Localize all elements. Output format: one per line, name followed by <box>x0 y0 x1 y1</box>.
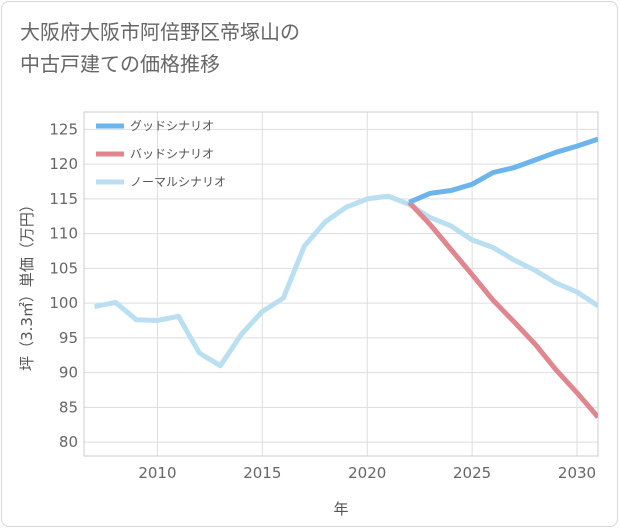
horizontal-grid <box>84 128 598 443</box>
legend-label: バッドシナリオ <box>130 147 214 161</box>
series-line-0 <box>408 136 598 205</box>
x-axis-title: 年 <box>333 500 348 518</box>
x-tick-label: 2010 <box>138 464 176 482</box>
y-axis-title: 坪（3.3㎡）単価（万円） <box>18 197 36 371</box>
vertical-grid <box>156 112 578 456</box>
chart-title-line-2: 中古戸建ての価格推移 <box>20 52 220 76</box>
y-tick-label: 90 <box>59 364 78 382</box>
x-axis-ticks: 2010 2015 2020 2025 2030 <box>138 464 596 482</box>
legend-label: グッドシナリオ <box>130 119 214 133</box>
y-tick-label: 125 <box>49 120 78 138</box>
y-tick-label: 100 <box>49 294 78 312</box>
legend-label: ノーマルシナリオ <box>130 175 226 189</box>
y-axis-ticks: 80 85 90 95 100 105 110 115 120 125 <box>49 120 78 451</box>
y-tick-label: 105 <box>49 259 78 277</box>
plot-area-border <box>83 111 599 457</box>
chart-title-line-1: 大阪府大阪市阿倍野区帝塚山の <box>20 20 300 44</box>
y-tick-label: 85 <box>59 398 78 416</box>
y-tick-label: 115 <box>49 190 78 208</box>
series-line-1 <box>407 200 598 419</box>
y-tick-label: 120 <box>49 155 78 173</box>
series-line-2 <box>94 193 598 369</box>
y-tick-label: 80 <box>59 433 78 451</box>
x-tick-label: 2025 <box>453 464 491 482</box>
series-lines <box>94 136 598 419</box>
x-tick-label: 2030 <box>558 464 596 482</box>
chart-title: 大阪府大阪市阿倍野区帝塚山の 中古戸建ての価格推移 <box>20 16 580 80</box>
y-tick-label: 110 <box>49 225 78 243</box>
y-tick-label: 95 <box>59 329 78 347</box>
x-tick-label: 2015 <box>243 464 281 482</box>
x-tick-label: 2020 <box>348 464 386 482</box>
